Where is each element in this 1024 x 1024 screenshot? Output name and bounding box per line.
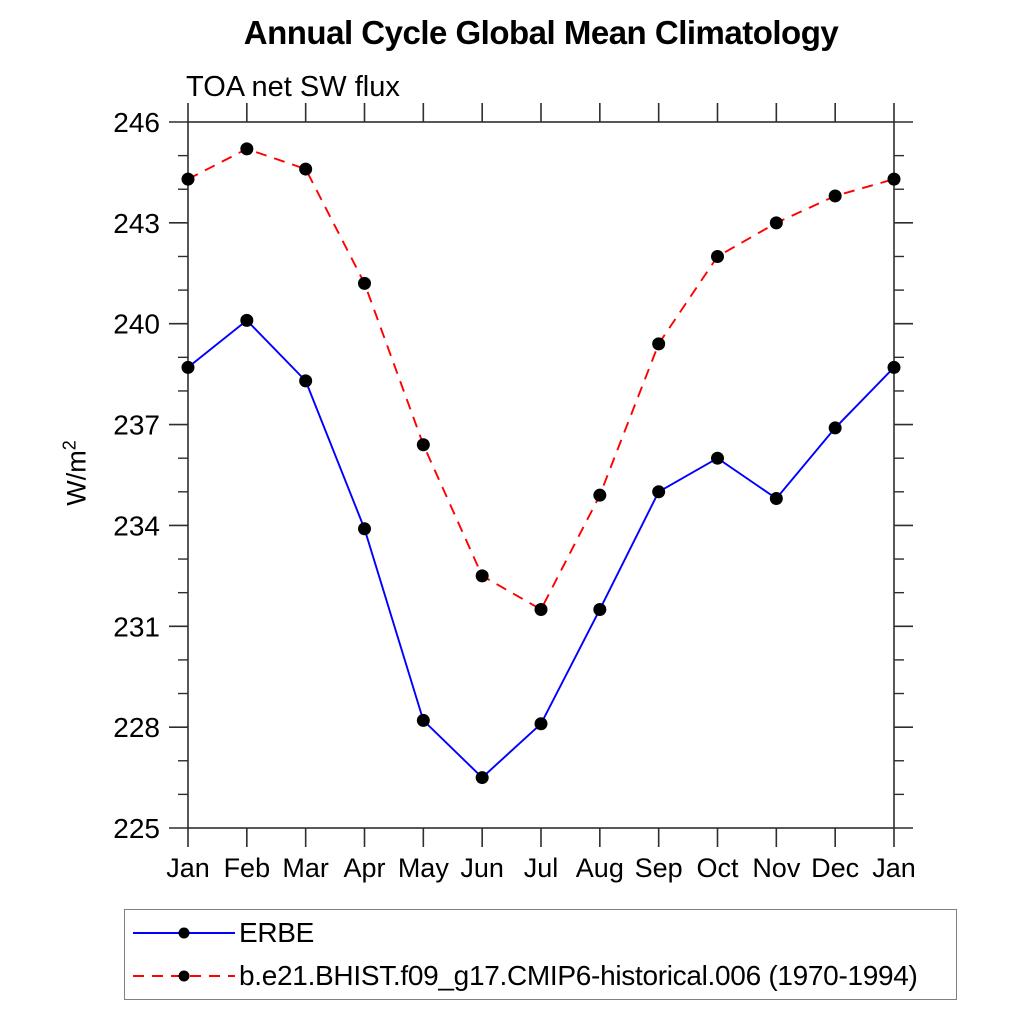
data-point-marker (828, 421, 842, 435)
data-point-marker (416, 438, 430, 452)
data-point-marker (299, 374, 313, 388)
data-point-marker (181, 360, 195, 374)
x-tick-label: Jun (460, 853, 504, 883)
series-0-polyline (187, 319, 895, 779)
y-tick-label: 243 (113, 208, 160, 239)
y-tick-label: 246 (113, 107, 160, 138)
x-tick-label: Dec (811, 853, 859, 883)
data-point-marker (240, 313, 254, 327)
data-point-marker (887, 360, 901, 374)
data-point-marker (652, 337, 666, 351)
data-point-marker (887, 172, 901, 186)
y-axis-major-ticks (169, 121, 913, 829)
legend-box: ERBE b.e21.BHIST.f09_g17.CMIP6-historica… (124, 909, 957, 1000)
x-tick-label: Jul (524, 853, 559, 883)
chart-subtitle: TOA net SW flux (186, 71, 400, 103)
x-tick-label: Apr (343, 853, 385, 883)
model-line-swatch (133, 970, 235, 982)
legend-sample-marker (178, 927, 190, 939)
legend-sample-marker (178, 970, 190, 982)
series-1-markers (181, 142, 901, 616)
data-point-marker (593, 488, 607, 502)
x-axis-labels: Jan Feb Mar Apr May Jun Jul Aug Sep Oct Nov Dec Jan (166, 853, 916, 883)
data-point-marker (299, 162, 313, 176)
series-1-polyline (187, 147, 895, 611)
x-tick-label: Jan (872, 853, 916, 883)
data-point-marker (358, 522, 371, 536)
data-point-marker (711, 451, 724, 465)
data-point-marker (652, 485, 666, 499)
chart-title: Annual Cycle Global Mean Climatology (243, 14, 839, 51)
y-tick-label: 237 (113, 410, 160, 441)
legend-row-erbe: ERBE (125, 914, 956, 952)
x-tick-label: Feb (224, 853, 271, 883)
series-0-markers (181, 313, 901, 785)
y-tick-label: 240 (113, 309, 160, 340)
x-tick-label: May (398, 853, 450, 883)
y-axis-labels: 225 228 231 234 237 240 243 246 (113, 107, 160, 844)
series-0-line (187, 319, 895, 779)
x-tick-label: Nov (752, 853, 801, 883)
series-1-line (187, 147, 895, 611)
x-tick-label: Sep (635, 853, 683, 883)
y-tick-label: 225 (113, 813, 160, 844)
x-tick-label: Oct (696, 853, 739, 883)
data-point-marker (181, 172, 195, 186)
data-point-marker (769, 216, 783, 230)
y-tick-label: 228 (113, 712, 160, 743)
x-tick-label: Jan (166, 853, 210, 883)
data-point-marker (534, 717, 548, 731)
y-tick-label: 231 (113, 611, 160, 642)
legend-label-model: b.e21.BHIST.f09_g17.CMIP6-historical.006… (239, 959, 918, 991)
data-point-marker (593, 602, 607, 616)
x-tick-label: Aug (576, 853, 624, 883)
legend-row-model: b.e21.BHIST.f09_g17.CMIP6-historical.006… (125, 957, 956, 995)
x-tick-label: Mar (282, 853, 329, 883)
data-point-marker (475, 569, 489, 583)
legend-label-erbe: ERBE (239, 917, 315, 949)
data-point-marker (769, 492, 783, 506)
data-point-marker (240, 142, 254, 156)
erbe-line-swatch (133, 927, 235, 939)
data-point-marker (711, 249, 724, 263)
data-point-marker (828, 189, 842, 203)
data-point-marker (358, 276, 371, 290)
data-point-marker (475, 771, 489, 785)
y-axis-minor-ticks (178, 154, 904, 796)
x-axis-ticks (187, 103, 895, 847)
data-point-marker (416, 713, 430, 727)
y-tick-label: 234 (113, 510, 160, 541)
data-point-marker (534, 602, 548, 616)
